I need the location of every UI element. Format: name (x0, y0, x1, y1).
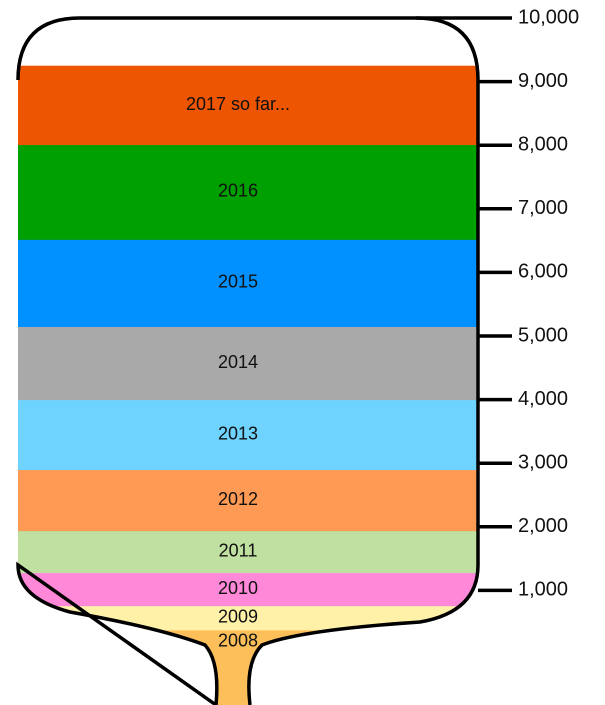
chart: 2008 2009 2010 2011 2012 2013 2014 2015 2016 2017… (0, 0, 605, 705)
y-tick-label: 1,000 (518, 579, 568, 601)
y-tick-label: 2,000 (518, 515, 568, 537)
y-tick-label: 7,000 (518, 197, 568, 219)
y-tick-label: 8,000 (518, 133, 568, 155)
y-tick-label: 4,000 (518, 388, 568, 410)
segment-label: 2014 (218, 352, 258, 372)
y-tick-label: 5,000 (518, 324, 568, 346)
segment-label: 2012 (218, 489, 258, 509)
segment-label: 2011 (219, 540, 258, 560)
y-tick-label: 6,000 (518, 261, 568, 283)
segment-label: 2008 (218, 631, 258, 651)
segment-label: 2009 (218, 606, 258, 626)
segment-label: 2010 (218, 578, 258, 598)
segment-label: 2015 (218, 272, 258, 292)
segment-label: 2013 (218, 423, 258, 443)
segment-label: 2016 (218, 181, 258, 201)
y-tick-label: 3,000 (518, 451, 568, 473)
y-tick-label: 9,000 (518, 70, 568, 92)
segment-label: 2017 so far... (186, 94, 290, 114)
y-tick-label: 10,000 (518, 6, 579, 28)
